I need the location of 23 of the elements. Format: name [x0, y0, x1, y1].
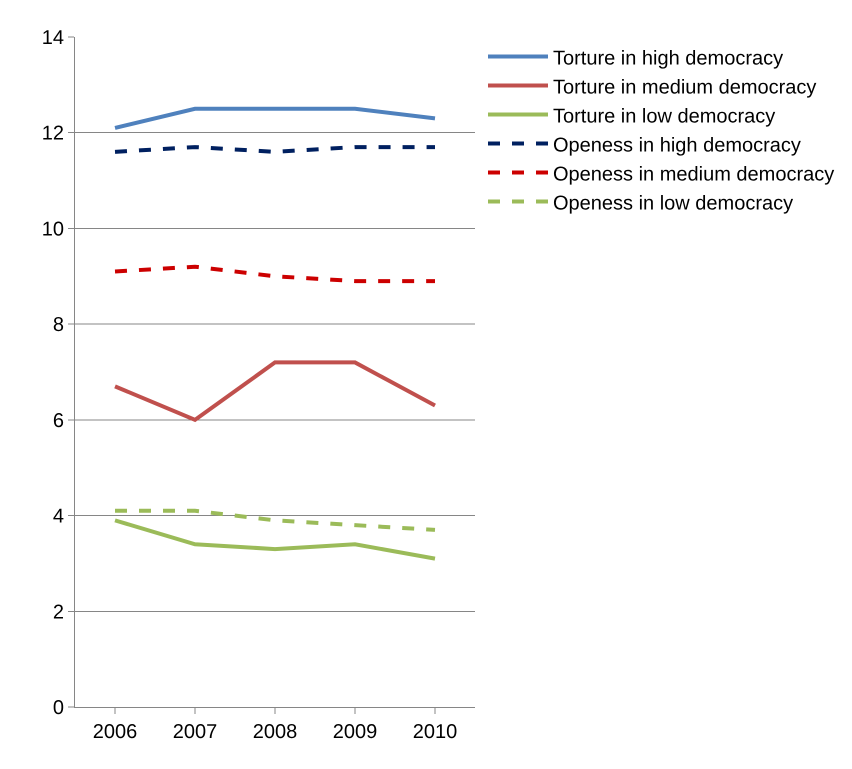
y-tick-label: 8: [52, 314, 64, 336]
line-series: [113, 518, 437, 561]
y-tick-label: 12: [42, 122, 64, 145]
y-tick-label: 10: [42, 218, 64, 240]
x-tick-label: 2009: [332, 721, 378, 743]
legend-label: Torture in medium democracy: [553, 76, 816, 98]
legend-label: Torture in high democracy: [553, 47, 784, 70]
y-tick-label: 6: [52, 410, 64, 432]
legend-label: Openess in low democracy: [553, 192, 794, 214]
x-tick-label: 2010: [412, 721, 458, 743]
legend-label: Openess in medium democracy: [553, 163, 834, 186]
legend-label: Openess in high democracy: [553, 134, 801, 156]
line-series: [113, 264, 437, 284]
x-tick-label: 2008: [252, 721, 298, 743]
y-tick-label: 2: [52, 601, 64, 624]
y-tick-label: 4: [52, 506, 64, 528]
legend-label: Torture in low democracy: [553, 105, 776, 128]
x-tick-label: 2007: [172, 721, 218, 743]
y-tick-label: 14: [42, 27, 64, 49]
line-series: [113, 508, 437, 532]
x-tick-label: 2006: [92, 721, 138, 743]
line-series: [113, 360, 437, 422]
y-tick-label: 0: [52, 697, 64, 719]
